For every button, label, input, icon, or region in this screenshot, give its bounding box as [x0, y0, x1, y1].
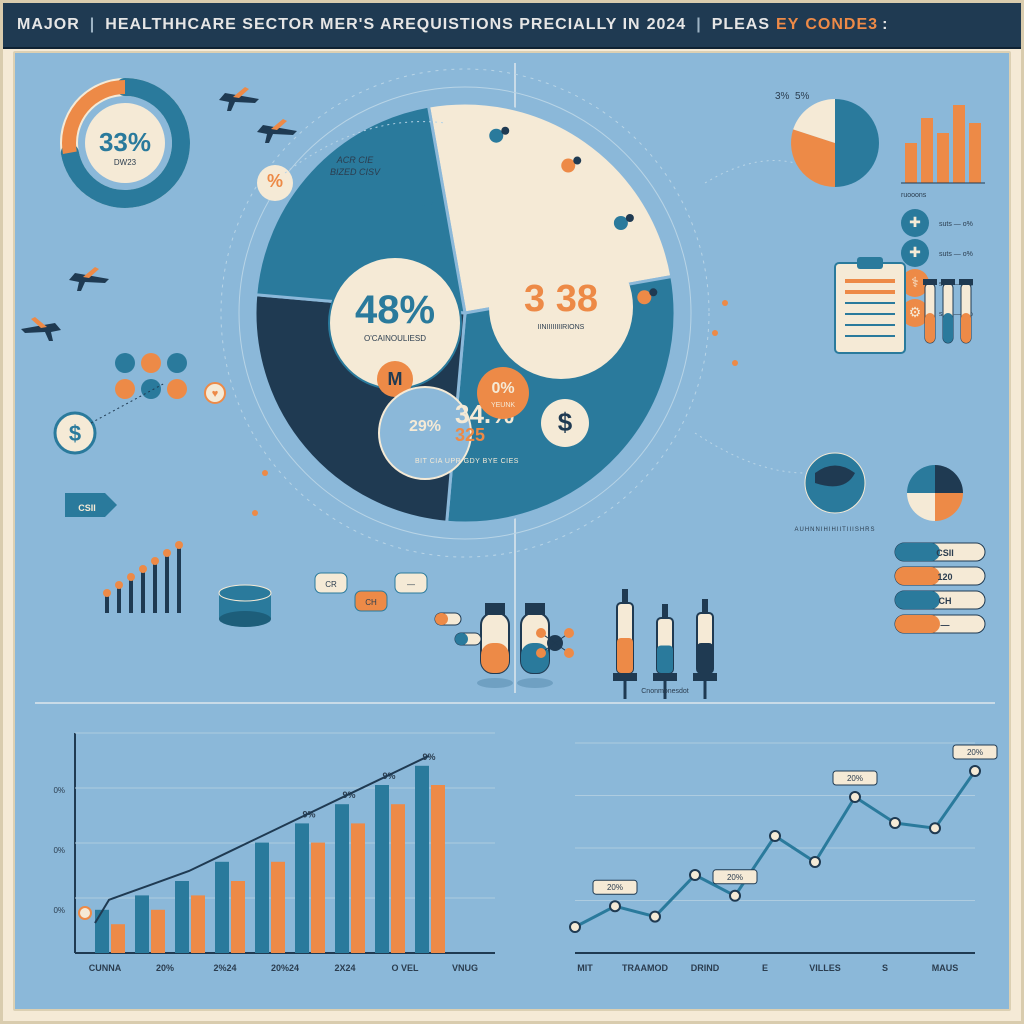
svg-text:suts — o%: suts — o% [939, 251, 973, 258]
svg-text:DRIND: DRIND [691, 963, 720, 973]
svg-text:CUNNA: CUNNA [89, 963, 122, 973]
header-year: 2024 [647, 16, 687, 34]
svg-text:48%: 48% [355, 288, 435, 332]
header-r2: EY [776, 16, 799, 34]
svg-text:20%24: 20%24 [271, 963, 299, 973]
header-left: MAJOR [17, 16, 80, 34]
colon: : [882, 16, 888, 34]
svg-text:BIZED CISV: BIZED CISV [330, 167, 381, 177]
svg-text:Cnonmonesdot: Cnonmonesdot [641, 688, 689, 695]
svg-text:AUHNNIHIHIITIIISHRS: AUHNNIHIHIITIIISHRS [794, 527, 875, 533]
header-mid: HEALTHHCARE SECTOR MER'S AREQUISTIONS PR… [105, 16, 640, 34]
svg-text:CR: CR [325, 580, 337, 589]
svg-text:BIT CIA UPR GDY BYE CIES: BIT CIA UPR GDY BYE CIES [415, 458, 519, 465]
svg-text:TRAAMOD: TRAAMOD [622, 963, 668, 973]
svg-text:$: $ [558, 407, 573, 437]
svg-text:suts — o%: suts — o% [939, 221, 973, 228]
svg-text:✚: ✚ [909, 244, 921, 260]
pipe: | [696, 16, 701, 34]
svg-text:0%: 0% [53, 846, 65, 855]
svg-text:120: 120 [937, 572, 952, 582]
svg-text:33%: 33% [99, 127, 151, 157]
svg-text:DW23: DW23 [114, 158, 137, 167]
svg-text:CH: CH [939, 596, 952, 606]
svg-text:YEUNK: YEUNK [491, 402, 515, 409]
header-r1: PLEAS [712, 16, 770, 34]
svg-text:2X24: 2X24 [334, 963, 355, 973]
svg-text:⚕: ⚕ [911, 274, 919, 290]
svg-text:873: 873 [408, 200, 435, 217]
svg-text:193.78: 193.78 [495, 170, 538, 186]
svg-text:MAUS: MAUS [932, 963, 959, 973]
svg-text:20%: 20% [156, 963, 174, 973]
svg-text:—: — [941, 620, 950, 630]
svg-text:2%24: 2%24 [213, 963, 236, 973]
svg-text:3%: 3% [775, 91, 790, 102]
svg-text:$: $ [69, 421, 81, 446]
svg-text:325: 325 [455, 425, 485, 445]
svg-text:20%: 20% [607, 883, 623, 892]
svg-text:29%: 29% [409, 418, 441, 435]
pipe: | [90, 16, 95, 34]
svg-text:ruooons: ruooons [901, 192, 927, 199]
header-r3: CONDE3 [805, 16, 878, 34]
svg-text:5%: 5% [795, 91, 810, 102]
svg-text:MIT: MIT [577, 963, 593, 973]
svg-text:♥: ♥ [212, 388, 219, 400]
svg-text:VILLES: VILLES [809, 963, 841, 973]
svg-text:⚙: ⚙ [909, 304, 922, 320]
svg-text:O VEL: O VEL [391, 963, 419, 973]
svg-text:M: M [388, 369, 403, 389]
svg-text:VNUG: VNUG [452, 963, 478, 973]
svg-text:%: % [267, 171, 283, 191]
svg-text:CSII: CSII [78, 503, 96, 513]
header-bar: MAJOR | HEALTHHCARE SECTOR MER'S AREQUIS… [3, 3, 1021, 49]
svg-text:—: — [407, 580, 415, 589]
svg-text:0%: 0% [491, 380, 514, 397]
svg-text:✚: ✚ [909, 214, 921, 230]
svg-text:0%: 0% [53, 786, 65, 795]
svg-text:20%: 20% [727, 873, 743, 882]
svg-text:CH: CH [365, 598, 377, 607]
svg-text:ACR CIE: ACR CIE [336, 155, 375, 165]
svg-text:20%: 20% [967, 748, 983, 757]
svg-text:O'CAINOULIESD: O'CAINOULIESD [364, 334, 426, 343]
svg-text:IINIIIIIIIIRIONS: IINIIIIIIIIRIONS [538, 324, 585, 331]
svg-text:CSII: CSII [936, 548, 954, 558]
svg-text:0%: 0% [53, 906, 65, 915]
svg-text:3 38: 3 38 [524, 278, 598, 320]
infographic-canvas: 33%DW23 $ ♥ 48% O'CAINOULIESD M 3 38 IINIIIIIII… [13, 51, 1011, 1011]
svg-text:S: S [882, 963, 888, 973]
svg-text:20%: 20% [847, 774, 863, 783]
svg-text:E: E [762, 963, 768, 973]
